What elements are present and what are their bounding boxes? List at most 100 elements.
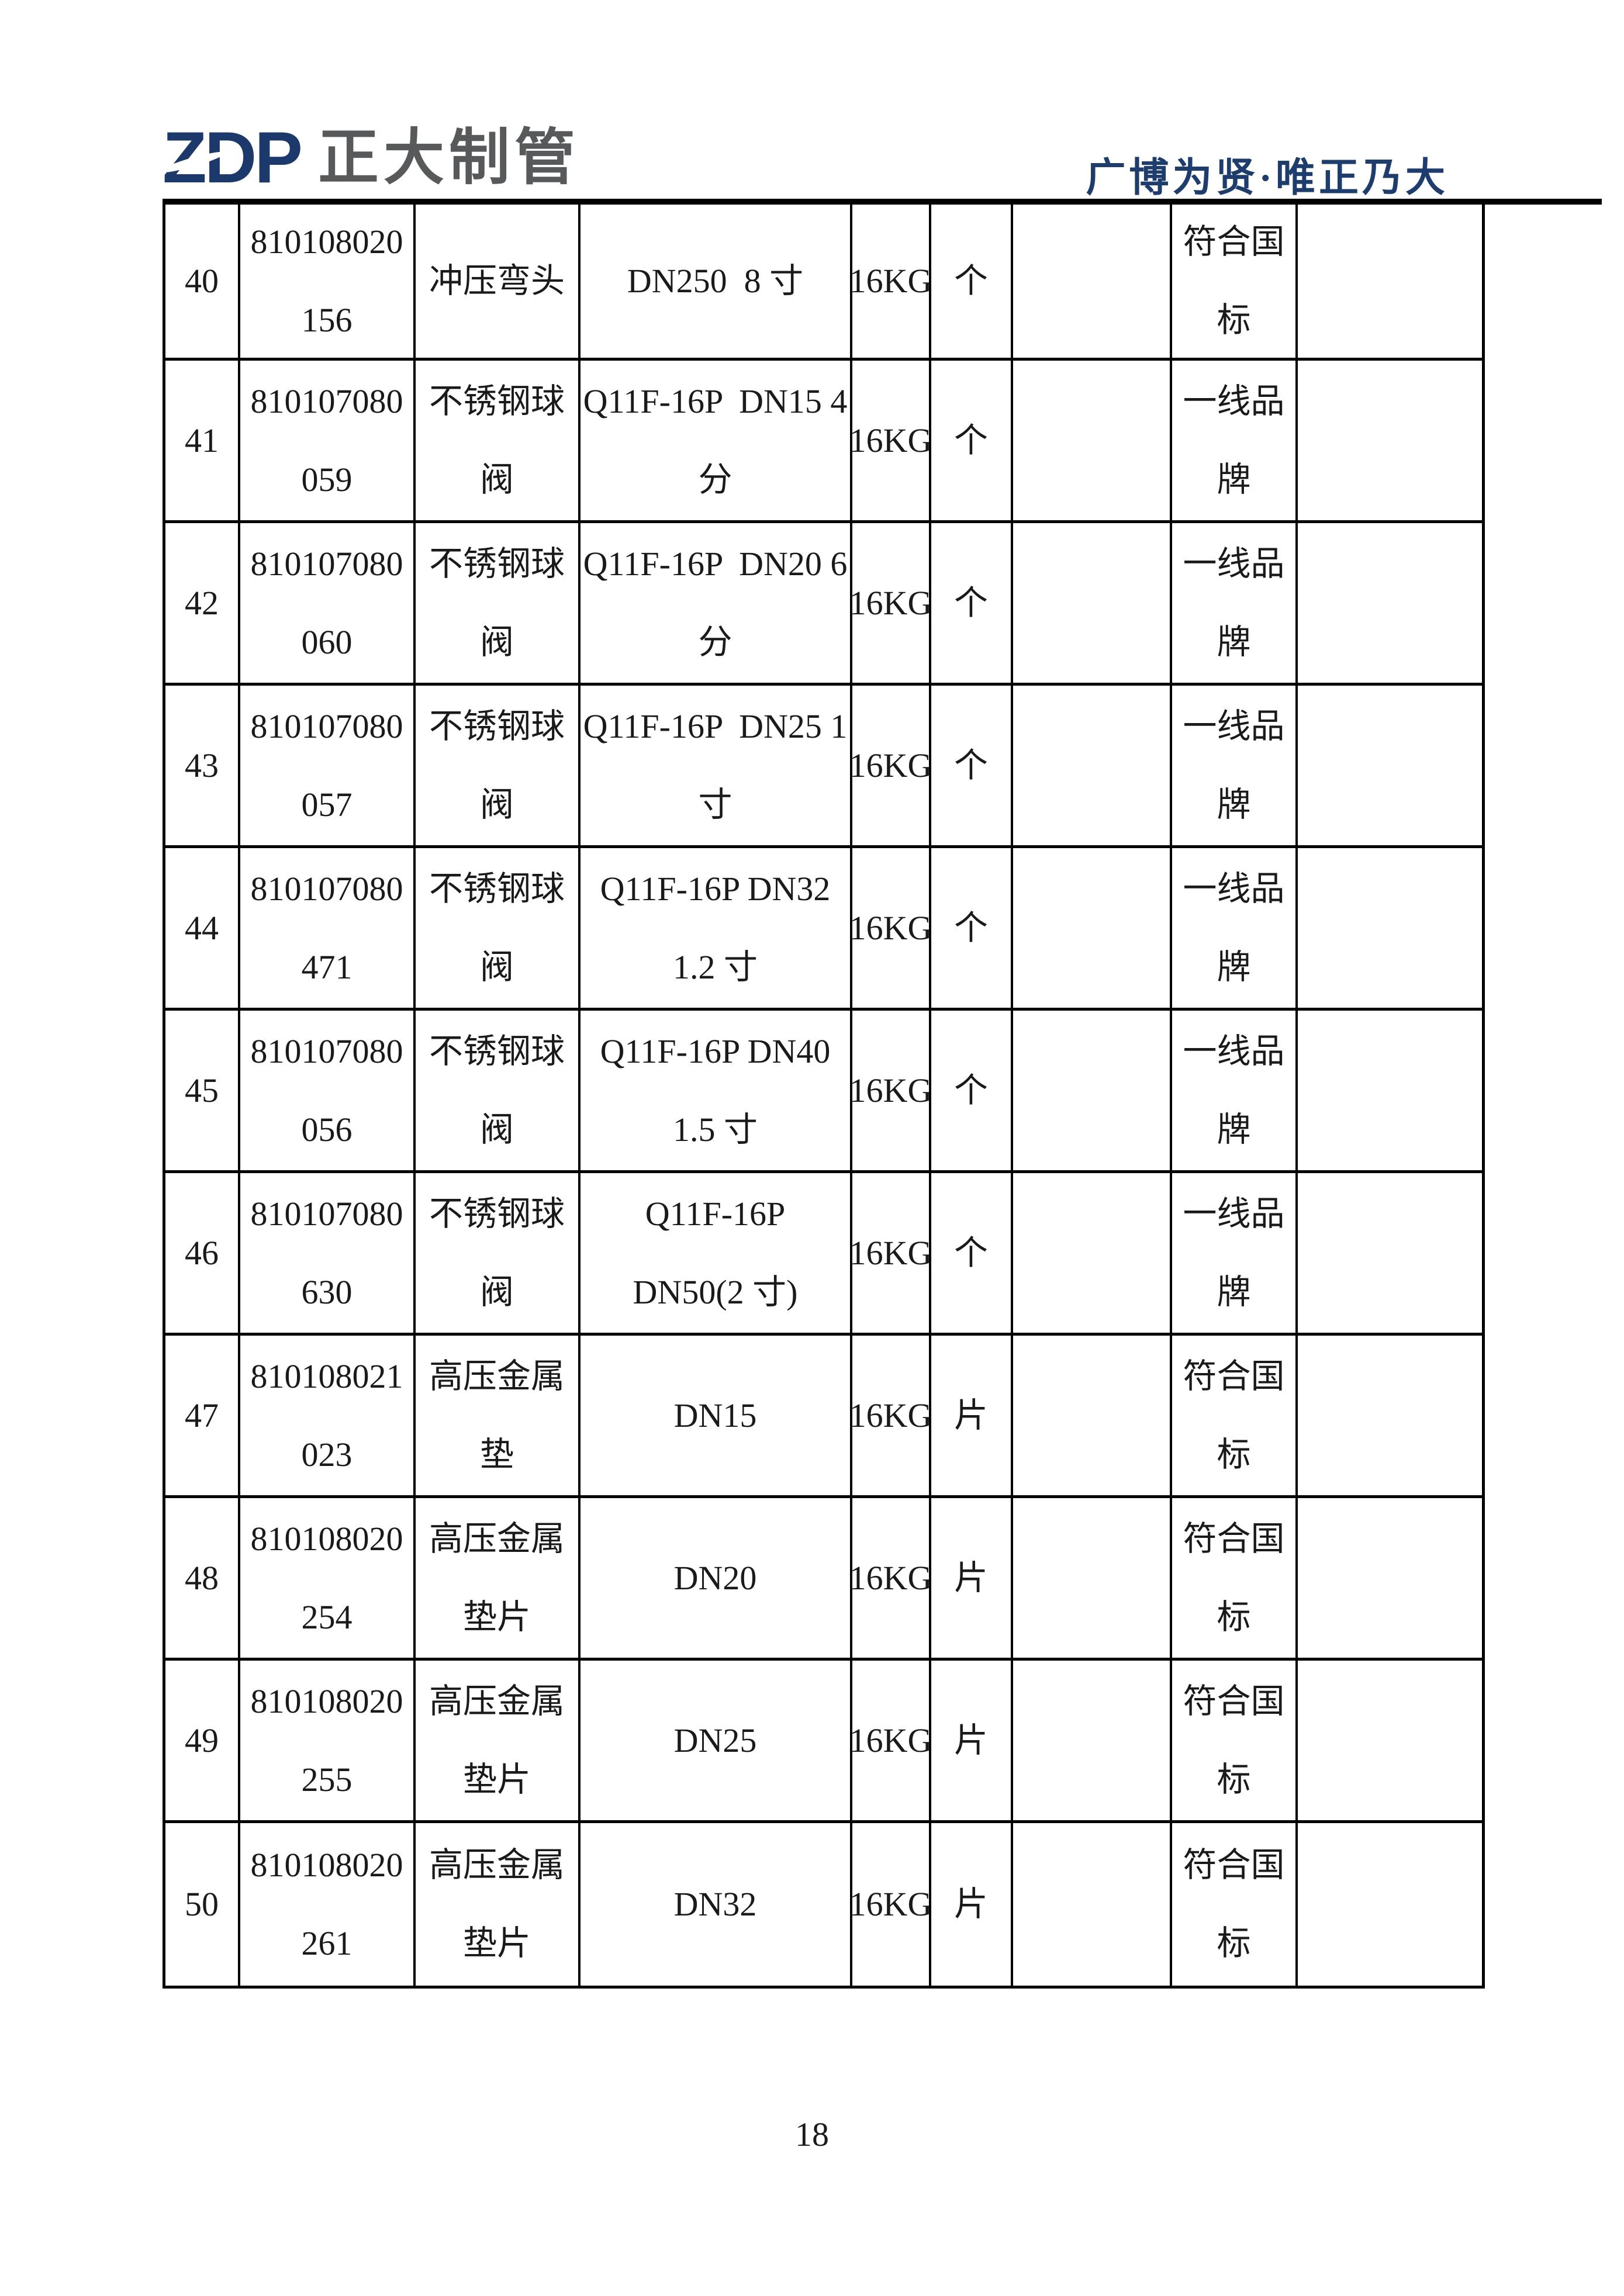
cell-line: 符合国 <box>1183 223 1285 261</box>
cell-name: 不锈钢球阀 <box>416 1173 581 1333</box>
cell-line: 阀 <box>479 948 514 986</box>
cell-line: 个 <box>953 746 988 784</box>
cell-name: 高压金属 垫片 <box>416 1498 581 1658</box>
cell-line: 43 <box>185 746 219 784</box>
cell-qty <box>1013 1011 1172 1170</box>
cell-spec: Q11F-16P DN25 1 寸 <box>581 686 852 845</box>
cell-line: DN15 <box>673 1396 757 1434</box>
cell-name: 高压金属 垫片 <box>416 1661 581 1820</box>
cell-line: 垫片 <box>462 1924 531 1962</box>
cell-seq: 50 <box>165 1823 240 1986</box>
cell-line: 阀 <box>479 1110 514 1149</box>
cell-code: 810108020 261 <box>240 1823 416 1986</box>
cell-line: 261 <box>301 1924 353 1962</box>
cell-line: Q11F-16P DN15 4 <box>583 382 848 420</box>
cell-line: 一线品 <box>1183 382 1285 420</box>
cell-line: 不锈钢球 <box>429 707 565 745</box>
cell-line: 810107080 <box>250 382 403 420</box>
cell-line: 810108020 <box>250 1519 403 1558</box>
cell-line: 40 <box>185 262 219 300</box>
cell-qty <box>1013 686 1172 845</box>
cell-line: 不锈钢球 <box>429 1032 565 1070</box>
cell-pressure: 16KG <box>852 848 931 1008</box>
cell-qty <box>1013 1498 1172 1658</box>
cell-unit: 个 <box>931 523 1013 683</box>
cell-remark: 符合国标 <box>1172 1823 1298 1986</box>
cell-line: 41 <box>185 421 219 459</box>
cell-line: 个 <box>953 262 988 300</box>
cell-code: 810107080 630 <box>240 1173 416 1333</box>
cell-unit: 个 <box>931 1173 1013 1333</box>
cell-line: 810107080 <box>250 544 403 583</box>
cell-line: 057 <box>301 785 353 824</box>
cell-line: 46 <box>185 1233 219 1272</box>
cell-line: 片 <box>953 1721 988 1759</box>
cell-extra <box>1298 1823 1482 1986</box>
cell-line: 阀 <box>479 623 514 661</box>
cell-line: 060 <box>301 623 353 661</box>
table-row: 48 810108020 254 高压金属 垫片 DN20 16KG 片 符合国标 <box>165 1498 1482 1661</box>
cell-line: 垫 <box>479 1435 514 1474</box>
table-row: 43 810107080 057 不锈钢球阀 Q11F-16P DN25 1 寸 16KG 个… <box>165 686 1482 848</box>
cell-line: 810108020 <box>250 1682 403 1720</box>
cell-line: 分 <box>698 623 732 661</box>
table-row: 45 810107080 056 不锈钢球阀 Q11F-16P DN40 1.5 寸 16K… <box>165 1011 1482 1173</box>
cell-name: 不锈钢球阀 <box>416 686 581 845</box>
cell-line: 16KG <box>852 262 931 300</box>
cell-line: 阀 <box>479 460 514 499</box>
cell-line: 符合国 <box>1183 1519 1285 1558</box>
cell-spec: DN20 <box>581 1498 852 1658</box>
cell-extra <box>1298 361 1482 520</box>
cell-seq: 46 <box>165 1173 240 1333</box>
cell-seq: 49 <box>165 1661 240 1820</box>
cell-line: 810108021 <box>250 1357 403 1395</box>
cell-line: 个 <box>953 583 988 622</box>
cell-line: 高压金属 <box>429 1357 565 1395</box>
cell-line: 1.2 寸 <box>672 948 758 986</box>
header-divider-line <box>163 199 1602 205</box>
cell-qty <box>1013 205 1172 358</box>
cell-extra <box>1298 1498 1482 1658</box>
cell-unit: 个 <box>931 205 1013 358</box>
cell-seq: 45 <box>165 1011 240 1170</box>
cell-code: 810107080 060 <box>240 523 416 683</box>
cell-line: 一线品 <box>1183 544 1285 583</box>
cell-line: 16KG <box>852 1071 931 1109</box>
cell-line: 16KG <box>852 421 931 459</box>
cell-name: 不锈钢球阀 <box>416 523 581 683</box>
cell-name: 高压金属 垫片 <box>416 1823 581 1986</box>
logo-company-name: 正大制管 <box>318 124 581 192</box>
cell-line: 标 <box>1217 301 1251 339</box>
cell-extra <box>1298 1661 1482 1820</box>
cell-extra <box>1298 205 1482 358</box>
cell-pressure: 16KG <box>852 205 931 358</box>
cell-line: 810107080 <box>250 1194 403 1233</box>
cell-line: Q11F-16P DN32 <box>600 869 831 908</box>
cell-pressure: 16KG <box>852 1823 931 1986</box>
cell-extra <box>1298 1011 1482 1170</box>
table-row: 49 810108020 255 高压金属 垫片 DN25 16KG 片 符合国标 <box>165 1661 1482 1823</box>
cell-name: 高压金属垫 <box>416 1336 581 1495</box>
cell-extra <box>1298 848 1482 1008</box>
cell-pressure: 16KG <box>852 1336 931 1495</box>
cell-line: 810108020 <box>250 1846 403 1884</box>
cell-remark: 一线品牌 <box>1172 361 1298 520</box>
cell-line: 16KG <box>852 1396 931 1434</box>
cell-line: 牌 <box>1217 785 1251 824</box>
cell-line: 156 <box>301 301 353 339</box>
cell-pressure: 16KG <box>852 523 931 683</box>
cell-code: 810108021 023 <box>240 1336 416 1495</box>
cell-line: 片 <box>953 1558 988 1597</box>
cell-line: 810108020 <box>250 223 403 261</box>
cell-unit: 片 <box>931 1661 1013 1820</box>
cell-line: 分 <box>698 460 732 499</box>
cell-seq: 40 <box>165 205 240 358</box>
cell-line: 49 <box>185 1721 219 1759</box>
cell-line: 牌 <box>1217 1273 1251 1311</box>
cell-line: 阀 <box>479 1273 514 1311</box>
cell-qty <box>1013 1661 1172 1820</box>
cell-qty <box>1013 848 1172 1008</box>
cell-line: 16KG <box>852 1558 931 1597</box>
cell-line: DN250 8 寸 <box>627 262 804 300</box>
cell-remark: 符合国标 <box>1172 1336 1298 1495</box>
